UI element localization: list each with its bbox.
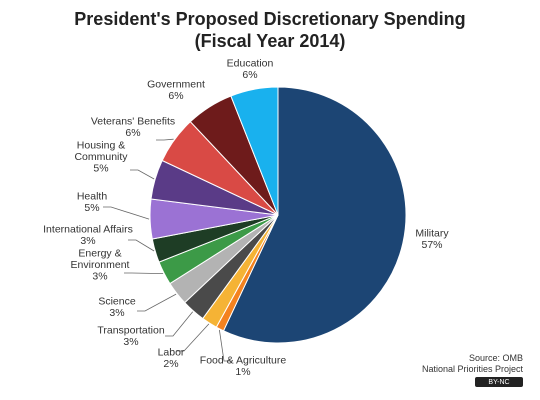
label-science: Science 3% (98, 295, 136, 319)
label-name: Government (147, 78, 205, 90)
leader-line-international-affairs (128, 239, 155, 252)
leader-line-labor (176, 323, 210, 352)
label-housing-community: Housing & Community 5% (74, 140, 128, 175)
label-name: Education (227, 57, 274, 69)
label-value: 3% (123, 336, 138, 348)
label-labor: Labor 2% (158, 346, 185, 370)
label-energy-environment: Energy & Environment 3% (71, 248, 130, 283)
slice-labels: Military 57%Food & Agriculture 1%Labor 2%Tr… (43, 57, 449, 378)
license-text: BY-NC (488, 378, 510, 386)
label-name: Labor (158, 346, 185, 358)
label-value: 3% (109, 307, 124, 319)
label-transportation: Transportation 3% (97, 324, 164, 348)
license-badge: BY-NC (475, 377, 523, 387)
label-value: 6% (168, 90, 183, 102)
leader-line-housing-community (130, 169, 155, 180)
label-international-affairs: International Affairs 3% (43, 223, 133, 247)
leader-line-science (137, 293, 177, 312)
leader-line-health (103, 206, 150, 220)
label-name: Food & Agriculture (200, 354, 287, 366)
label-value: 6% (242, 69, 257, 81)
label-name: Environment (71, 259, 130, 271)
label-value: 5% (93, 163, 108, 175)
label-name: Transportation (97, 324, 164, 336)
chart-title: President's Proposed Discretionary Spend… (74, 9, 466, 29)
source-line-2: National Priorities Project (421, 364, 523, 374)
label-veterans-benefits: Veterans' Benefits 6% (91, 115, 175, 139)
slice-military (222, 86, 407, 344)
label-military: Military 57% (415, 227, 449, 251)
label-value: 2% (163, 358, 178, 370)
label-education: Education 6% (227, 57, 274, 81)
label-health: Health 5% (77, 190, 108, 214)
label-value: 5% (84, 202, 99, 214)
label-name: Community (74, 151, 128, 163)
label-name: Energy & (78, 248, 121, 260)
label-name: Science (98, 295, 136, 307)
label-name: Housing & (77, 140, 125, 152)
source-line-1: Source: OMB (468, 353, 523, 363)
label-food-agriculture: Food & Agriculture 1% (200, 354, 287, 378)
label-value: 3% (80, 235, 95, 247)
chart-subtitle: (Fiscal Year 2014) (194, 31, 346, 51)
label-value: 1% (235, 366, 250, 378)
source-note: Source: OMB National Priorities Project (422, 353, 523, 375)
label-name: Veterans' Benefits (91, 115, 175, 127)
leader-lines (103, 138, 232, 362)
label-name: Military (415, 227, 449, 239)
label-value: 57% (421, 239, 442, 251)
chart-title-block: President's Proposed Discretionary Spend… (0, 8, 540, 52)
label-name: International Affairs (43, 223, 133, 235)
label-value: 3% (92, 271, 107, 283)
leader-line-food-agriculture (219, 329, 232, 362)
label-government: Government 6% (147, 78, 205, 102)
pie-slices (149, 86, 407, 344)
leader-line-transportation (165, 311, 194, 337)
label-name: Health (77, 190, 108, 202)
slice-education (230, 86, 279, 216)
label-value: 6% (125, 127, 140, 139)
leader-line-veterans-benefits (156, 138, 174, 141)
leader-line-energy-environment (124, 272, 164, 274)
